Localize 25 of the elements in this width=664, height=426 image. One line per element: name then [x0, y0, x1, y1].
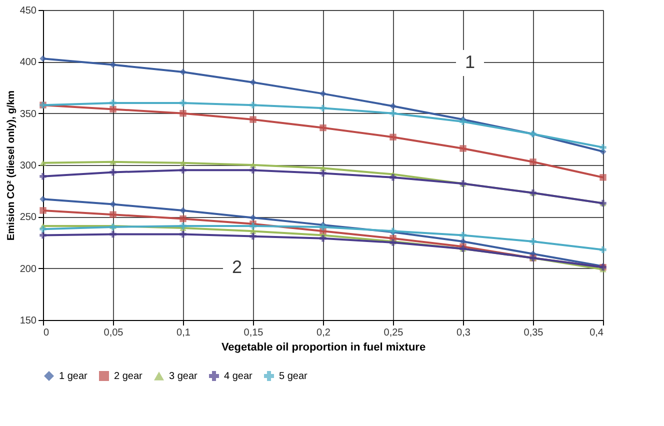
- legend-label: 1 gear: [59, 371, 88, 382]
- annotation: 1: [464, 52, 476, 72]
- y-tick-label: 450: [20, 6, 37, 16]
- x-tick-label: 0,4: [590, 328, 604, 338]
- legend-label: 4 gear: [224, 371, 254, 382]
- x-axis-title: Vegetable oil proportion in fuel mixture: [221, 342, 426, 354]
- y-tick-label: 400: [20, 57, 37, 68]
- legend-label: 3 gear: [169, 371, 198, 382]
- y-tick-label: 250: [20, 212, 37, 224]
- x-tick-label: 0,1: [176, 328, 191, 338]
- x-tick-label: 0,3: [456, 328, 471, 338]
- y-axis-title: Emision CO² (diesel only), g/km: [6, 90, 17, 241]
- x-tick-label: 0,15: [244, 328, 264, 338]
- x-tick-label: 0,2: [316, 328, 331, 338]
- x-tick-label: 0: [44, 328, 50, 338]
- legend-label: 2 gear: [114, 371, 144, 382]
- x-tick-label: 0,05: [104, 328, 124, 338]
- legend-label: 5 gear: [279, 371, 308, 382]
- y-tick-label: 200: [20, 264, 37, 275]
- y-tick-label: 150: [20, 316, 37, 326]
- x-tick-label: 0,25: [384, 328, 404, 338]
- annotation: 2: [232, 257, 242, 277]
- x-tick-label: 0,35: [524, 328, 544, 338]
- y-tick-label: 300: [20, 160, 37, 172]
- y-tick-label: 350: [20, 108, 37, 120]
